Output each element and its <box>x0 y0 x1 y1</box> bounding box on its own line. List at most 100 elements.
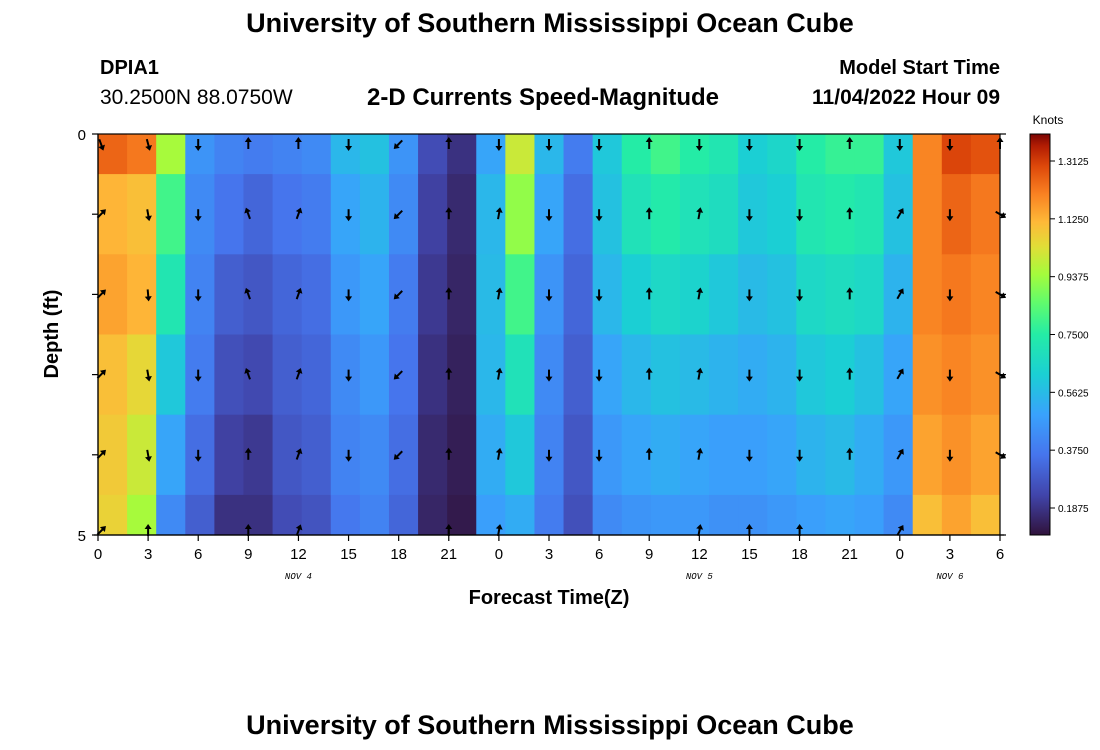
arrow-head <box>393 453 400 460</box>
current-arrow <box>244 368 251 380</box>
arrow-head <box>495 524 503 530</box>
current-arrow <box>545 369 553 382</box>
heat-cell <box>796 494 827 535</box>
arrow-head <box>393 373 400 380</box>
current-arrow <box>244 207 251 220</box>
heat-cell <box>272 494 303 535</box>
current-arrow <box>345 369 353 382</box>
heat-cell <box>359 494 390 535</box>
current-arrow <box>946 289 954 302</box>
heat-cell <box>854 494 885 535</box>
arrow-head <box>696 524 704 530</box>
heat-cell <box>476 414 506 496</box>
current-arrow <box>545 209 553 222</box>
arrow-head <box>745 296 753 302</box>
heat-cell <box>418 334 448 416</box>
current-arrow <box>645 287 653 300</box>
heat-cell <box>476 494 506 535</box>
arrow-head <box>345 146 353 151</box>
arrow-head <box>595 456 603 462</box>
heat-cell <box>592 134 623 175</box>
current-arrow <box>194 449 202 462</box>
arrow-shaft <box>146 449 150 458</box>
heat-cell <box>476 334 506 416</box>
current-arrow <box>145 209 152 222</box>
arrow-head <box>999 212 1007 219</box>
heat-cell <box>970 414 1000 496</box>
current-arrow <box>595 209 603 222</box>
x-tick-label: 12 <box>691 546 708 563</box>
colorbar-tick-label: 0.3750 <box>1058 446 1089 457</box>
current-arrow <box>896 288 904 300</box>
current-arrow <box>445 447 453 460</box>
x-axis-title: Forecast Time(Z) <box>469 587 630 609</box>
x-axis: 0 3 6 9 12 15 18 21 0 3 6 9 12 15 18 21 0 3 6 NOV 4 NOV 5 NOV… <box>94 534 1004 582</box>
heat-cell <box>970 174 1000 255</box>
heat-cell <box>127 134 157 175</box>
heat-cell <box>563 254 594 336</box>
arrow-shaft <box>246 371 251 380</box>
arrow-head <box>897 368 904 375</box>
arrow-head <box>99 289 106 296</box>
heat-cell <box>941 334 972 416</box>
heat-cell <box>156 334 186 416</box>
arrow-head <box>244 524 252 529</box>
chart-title: 2-D Currents Speed-Magnitude <box>367 84 720 111</box>
currents-chart: 0 3 6 9 12 15 18 21 0 3 6 9 12 15 18 21 0 3 6 NOV 4 NOV 5 NOV… <box>41 113 1089 609</box>
arrow-shaft <box>497 211 501 220</box>
current-arrow <box>745 209 753 222</box>
heat-cell <box>621 254 652 336</box>
current-arrow <box>194 289 202 302</box>
arrow-head <box>99 449 106 456</box>
arrow-head <box>645 287 653 293</box>
heat-cell <box>592 414 623 496</box>
x-tick-label: 6 <box>996 546 1004 563</box>
arrow-shaft <box>995 451 1004 458</box>
heat-cell <box>883 414 914 496</box>
colorbar-tick-label: 1.1250 <box>1058 215 1089 226</box>
heat-cell <box>709 134 739 175</box>
current-arrow <box>846 287 854 300</box>
day-label: NOV 6 <box>936 572 964 582</box>
heat-cell <box>709 494 739 535</box>
heat-cell <box>156 414 186 496</box>
arrow-head <box>846 367 854 373</box>
heat-cell <box>214 414 245 496</box>
station-name: DPIA1 <box>100 57 159 79</box>
arrow-head <box>244 287 251 294</box>
model-start-value: 11/04/2022 Hour 09 <box>812 86 1000 109</box>
current-arrow <box>345 289 353 302</box>
current-arrow <box>445 137 453 149</box>
arrow-head <box>796 146 804 151</box>
heat-cell <box>388 334 419 416</box>
current-arrow <box>896 139 904 151</box>
heat-cell <box>214 254 245 336</box>
model-start-label: Model Start Time <box>839 57 1000 79</box>
heat-cell <box>359 174 390 255</box>
heat-cell <box>912 414 943 496</box>
heat-cell <box>621 134 652 175</box>
current-arrow <box>995 451 1007 459</box>
heat-cell <box>912 134 943 175</box>
arrow-head <box>295 524 303 531</box>
arrow-shaft <box>295 291 301 300</box>
heat-cell <box>941 254 972 336</box>
arrow-head <box>244 368 251 374</box>
heat-cell <box>679 174 710 255</box>
heat-cell <box>854 174 885 255</box>
heat-cell <box>98 254 128 336</box>
heat-cell <box>156 134 186 175</box>
arrow-head <box>244 447 252 453</box>
current-arrow <box>144 289 152 302</box>
heat-cell <box>505 334 536 416</box>
heat-cell <box>330 494 361 535</box>
current-arrow <box>295 207 303 220</box>
current-arrow <box>295 448 303 460</box>
arrow-head <box>445 207 453 213</box>
arrow-head <box>897 448 904 455</box>
heat-cell <box>825 494 856 535</box>
arrow-head <box>345 296 353 302</box>
heat-cell <box>156 494 186 535</box>
heat-cell <box>359 414 390 496</box>
heat-cell <box>709 254 739 336</box>
